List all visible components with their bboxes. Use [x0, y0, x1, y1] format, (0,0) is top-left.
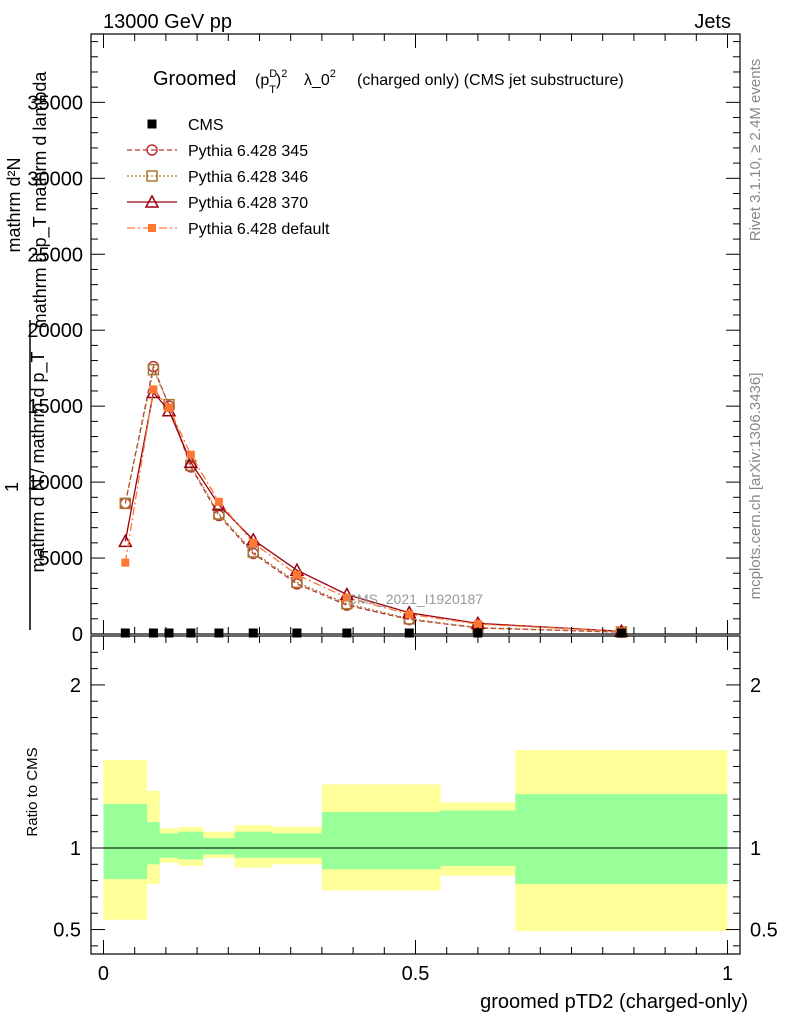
green-band-bin	[234, 831, 272, 858]
data-point	[149, 385, 158, 394]
green-band-bin	[321, 812, 441, 870]
data-point	[248, 628, 258, 638]
data-point	[249, 538, 258, 547]
data-point	[165, 403, 174, 412]
plot-title-ptd: (pD T)2	[255, 68, 287, 96]
data-point	[292, 570, 301, 579]
data-point	[292, 628, 302, 638]
main-y-tick-label: 35000	[27, 92, 83, 114]
ratio-y-tick-label: 0.5	[53, 920, 81, 942]
energy-label: 13000 GeV pp	[103, 11, 232, 33]
legend-label: CMS	[188, 117, 224, 134]
green-band-bin	[203, 838, 235, 855]
data-point	[186, 628, 196, 638]
ratio-y-axis-label: Ratio to CMS	[24, 747, 41, 836]
green-band-bin	[178, 831, 204, 860]
data-point	[147, 363, 160, 376]
data-point	[213, 508, 225, 520]
data-point	[473, 620, 482, 629]
y-label-line-4: mathrm d N / mathrm d p_T	[28, 351, 49, 572]
ratio-y-tick-label: 1	[70, 838, 81, 860]
y-label-line-2: mathrm d p_T mathrm d lambda	[30, 71, 51, 329]
main-y-tick-label: 15000	[27, 396, 83, 418]
y-label-line-1: mathrm d²N	[4, 157, 24, 252]
ratio-y-tick-label: 2	[70, 675, 81, 697]
data-point	[164, 628, 174, 638]
data-point	[616, 628, 626, 638]
data-point	[342, 593, 351, 602]
data-point	[148, 224, 156, 232]
data-point	[147, 119, 157, 129]
plot-title-tail: (charged only) (CMS jet substructure)	[357, 72, 624, 89]
legend-item: Pythia 6.428 default	[127, 221, 330, 238]
data-point	[405, 610, 414, 619]
main-y-tick-label: 20000	[27, 320, 83, 342]
green-band-bin	[103, 803, 148, 879]
main-plot: CMS_2021_I1920187 0 5000 10000 15000 20000 25…	[2, 33, 741, 646]
x-tick-label: 0	[98, 963, 109, 985]
x-tick-label: 0.5	[402, 963, 430, 985]
main-y-tick-label: 5000	[39, 548, 84, 570]
main-y-axis-label: mathrm d²N mathrm d p_T mathrm d lambda …	[2, 71, 51, 630]
data-point	[186, 450, 195, 459]
data-point	[144, 194, 160, 208]
main-plot-ticks: 0 5000 10000 15000 20000 25000 30000 35000	[27, 34, 740, 646]
green-band-bin	[271, 833, 322, 858]
legend: CMS Pythia 6.428 345 Pythia 6.428 346 Pythi…	[127, 117, 330, 238]
legend-item: Pythia 6.428 370	[127, 194, 308, 212]
data-point	[214, 497, 223, 506]
data-point	[120, 628, 130, 638]
ratio-y-tick-label-right: 0.5	[750, 920, 778, 942]
green-band-bin	[159, 833, 179, 858]
main-y-tick-label: 0	[72, 624, 83, 646]
green-band-bin	[515, 794, 728, 884]
legend-label: Pythia 6.428 346	[188, 169, 308, 186]
legend-item: Pythia 6.428 345	[127, 143, 308, 160]
main-y-tick-label: 10000	[27, 472, 83, 494]
data-point	[247, 546, 259, 558]
data-point	[119, 497, 132, 510]
legend-label: Pythia 6.428 370	[188, 195, 308, 212]
process-label: Jets	[694, 11, 731, 33]
main-y-tick-label: 25000	[27, 244, 83, 266]
main-plot-series	[118, 360, 629, 638]
data-point	[148, 628, 158, 638]
plot-title: Groomed (pD T)2 λ_02 (charged only) (CMS …	[153, 68, 624, 96]
ratio-y-tick-label-right: 2	[750, 675, 761, 697]
data-point	[342, 628, 352, 638]
x-tick-label: 1	[722, 963, 733, 985]
plot-title-post: λ_0	[304, 72, 330, 89]
legend-item: Pythia 6.428 346	[127, 169, 308, 186]
y-label-line-3: 1	[2, 482, 22, 492]
ratio-y-tick-label-right: 1	[750, 838, 761, 860]
legend-label: Pythia 6.428 345	[188, 143, 308, 160]
mcplots-label: mcplots.cern.ch [arXiv:1306.3436]	[747, 373, 764, 600]
data-point	[214, 628, 224, 638]
data-point	[146, 144, 158, 156]
legend-label: Pythia 6.428 default	[188, 221, 330, 238]
ratio-plot: 0.5 0.5 1 1 2 2 0 0.5 1 Ratio to CMS groomed pTD…	[24, 635, 778, 1013]
data-point	[121, 558, 130, 567]
rivet-label: Rivet 3.1.10, ≥ 2.4M events	[747, 59, 764, 242]
ratio-plot-ticks: 0.5 0.5 1 1 2 2 0 0.5 1	[53, 636, 778, 985]
data-point	[183, 454, 199, 469]
green-band-bin	[147, 821, 160, 865]
series-line	[124, 367, 622, 633]
main-y-tick-label: 30000	[27, 168, 83, 190]
data-point	[146, 170, 158, 182]
plot-title-lambda: λ_02	[304, 68, 336, 89]
green-band-bin	[440, 810, 516, 866]
plot-title-pre: Groomed	[153, 68, 236, 90]
data-point	[404, 628, 414, 638]
x-axis-label: groomed pTD2 (charged-only)	[480, 991, 748, 1013]
legend-item: CMS	[147, 117, 224, 134]
ratio-bands	[103, 750, 728, 932]
watermark: CMS_2021_I1920187	[347, 591, 483, 607]
